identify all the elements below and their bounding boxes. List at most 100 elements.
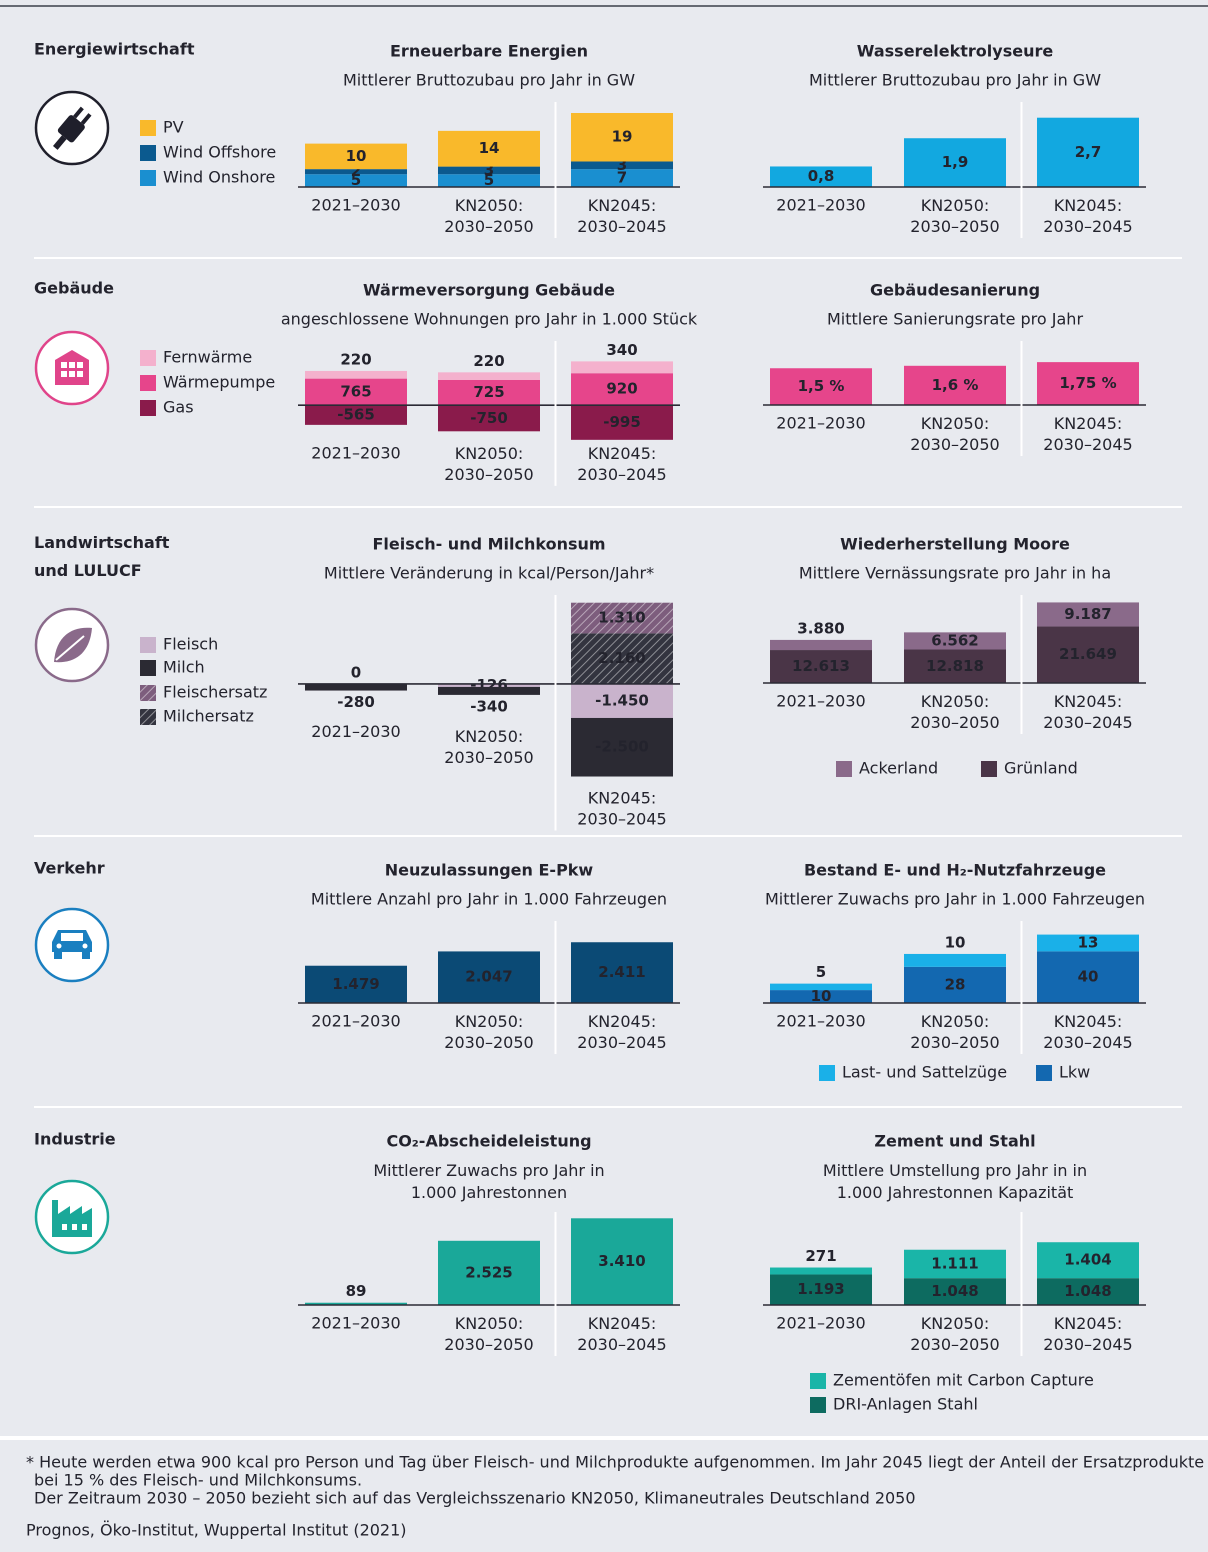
legend-swatch (140, 375, 156, 391)
section-title: Gebäude (34, 279, 114, 298)
bar-segment (1037, 951, 1139, 1003)
bar-segment (571, 602, 673, 634)
chart-subtitle: Mittlerer Bruttozubau pro Jahr in GW (809, 71, 1101, 90)
x-category-label: KN2045: 2030–2045 (1043, 692, 1132, 732)
bar-segment (438, 174, 540, 187)
value-label: -750 (470, 409, 508, 427)
section-title: Verkehr (34, 859, 105, 878)
chart-title: Bestand E- und H₂-Nutzfahrzeuge (804, 861, 1106, 880)
legend-swatch (836, 761, 852, 777)
x-category-label: 2021–2030 (311, 1012, 400, 1031)
x-category-label: 2021–2030 (311, 443, 400, 462)
x-category-label: 2021–2030 (776, 1314, 865, 1333)
x-category-label: KN2045: 2030–2045 (577, 196, 666, 236)
x-category-label: KN2050: 2030–2050 (910, 414, 999, 454)
legend-swatch (981, 761, 997, 777)
value-label: 1.479 (332, 975, 379, 993)
icon-energy (34, 90, 110, 166)
value-label: 765 (340, 382, 371, 400)
legend-label: Wärmepumpe (163, 373, 275, 392)
bar-segment (305, 1302, 407, 1305)
value-label: 2.160 (598, 649, 645, 667)
bar-segment (770, 368, 872, 405)
chart-title: Erneuerbare Energien (390, 42, 588, 61)
value-label: 1,75 % (1059, 374, 1116, 392)
bar-segment (305, 405, 407, 425)
bar-segment (438, 405, 540, 432)
value-label: 6.562 (931, 631, 978, 649)
chart-title: Wiederherstellung Moore (840, 535, 1070, 554)
x-category-label: 2021–2030 (776, 414, 865, 433)
value-label: 725 (473, 383, 504, 401)
x-category-label: 2021–2030 (311, 1314, 400, 1333)
x-category-label: 2021–2030 (776, 692, 865, 711)
value-label: 0,8 (808, 167, 835, 185)
value-label: 5 (351, 171, 361, 189)
bar-segment (571, 373, 673, 406)
x-category-label: KN2050: 2030–2050 (444, 196, 533, 236)
x-category-label: KN2050: 2030–2050 (910, 1012, 999, 1052)
legend-label: Lkw (1059, 1063, 1090, 1082)
x-category-label: KN2045: 2030–2045 (1043, 1012, 1132, 1052)
legend-label: Fleisch (163, 635, 218, 654)
value-label: 1.404 (1064, 1251, 1111, 1269)
value-label: 19 (612, 128, 633, 146)
bar-segment (438, 683, 540, 687)
bar-segment (770, 1267, 872, 1275)
value-label: 14 (479, 139, 500, 157)
bar-segment (1037, 117, 1139, 187)
bar-segment (305, 174, 407, 187)
x-category-label: KN2050: 2030–2050 (444, 726, 533, 766)
chart-title: CO₂-Abscheideleistung (386, 1132, 591, 1151)
value-label: 2 (351, 162, 361, 180)
value-label: 5 (484, 171, 494, 189)
chart-title: Wasserelektrolyseure (857, 42, 1054, 61)
bar-segment (305, 965, 407, 1003)
value-label: 3.880 (797, 619, 844, 637)
value-label: 0 (351, 663, 361, 681)
bar-segment (1037, 362, 1139, 405)
value-label: 1.111 (931, 1254, 978, 1272)
legend-label: Grünland (1004, 759, 1078, 778)
bar-segment (438, 686, 540, 695)
dividers (0, 257, 1208, 1440)
bar-segment (1037, 934, 1139, 952)
value-label: 21.649 (1059, 645, 1117, 663)
value-label: 1.193 (797, 1280, 844, 1298)
value-label: 13 (1078, 933, 1099, 951)
bar-segment (438, 380, 540, 406)
x-category-label: KN2050: 2030–2050 (444, 1314, 533, 1354)
legend-label: PV (163, 118, 184, 137)
value-label: 12.613 (792, 657, 850, 675)
value-label: -1.450 (595, 691, 649, 709)
x-category-label: KN2050: 2030–2050 (444, 443, 533, 483)
icon-car (34, 907, 110, 983)
value-label: 1.048 (1064, 1282, 1111, 1300)
bar-segment (438, 130, 540, 167)
icon-leaf (34, 607, 110, 683)
x-category-label: KN2045: 2030–2045 (1043, 196, 1132, 236)
legend-swatch (140, 685, 156, 701)
legend-swatch (810, 1397, 826, 1413)
section-title: Energiewirtschaft (34, 40, 195, 59)
chart-subtitle: Mittlere Vernässungsrate pro Jahr in ha (799, 564, 1111, 583)
x-category-label: 2021–2030 (776, 196, 865, 215)
x-category-label: 2021–2030 (311, 722, 400, 741)
bar-segment (438, 372, 540, 380)
legend-swatch (140, 709, 156, 725)
legend-swatch (819, 1065, 835, 1081)
bar-segment (571, 405, 673, 440)
value-label: 10 (945, 933, 966, 951)
chart-title: Gebäudesanierung (870, 281, 1040, 300)
chart-subtitle: Mittlere Anzahl pro Jahr in 1.000 Fahrze… (311, 890, 667, 909)
legend-swatch (140, 400, 156, 416)
value-label: 2,7 (1075, 143, 1102, 161)
value-label: -280 (337, 693, 375, 711)
value-label: 1,9 (942, 153, 969, 171)
section-title: Industrie (34, 1130, 116, 1149)
legend-label: DRI-Anlagen Stahl (833, 1395, 978, 1414)
chart-subtitle: Mittlere Umstellung pro Jahr in in 1.000 … (823, 1161, 1087, 1202)
bar-segment (571, 717, 673, 777)
value-label: 89 (346, 1282, 367, 1300)
legend-swatch (140, 145, 156, 161)
